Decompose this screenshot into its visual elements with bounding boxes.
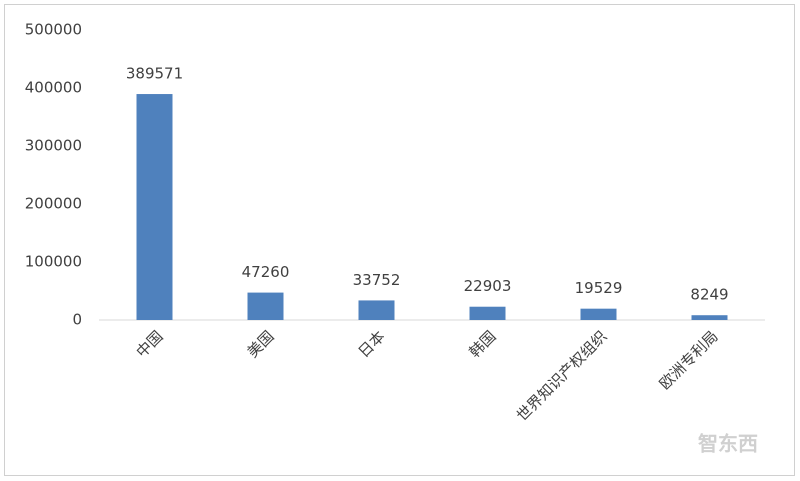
y-tick-label: 100000: [25, 253, 82, 271]
bar: [469, 306, 506, 320]
value-label: 47260: [242, 263, 290, 281]
y-tick-label: 300000: [25, 137, 82, 155]
value-label: 8249: [690, 286, 728, 304]
y-tick-label: 400000: [25, 79, 82, 97]
y-tick-label: 500000: [25, 21, 82, 39]
y-tick-label: 200000: [25, 195, 82, 213]
bar: [136, 94, 173, 320]
value-label: 33752: [353, 271, 401, 289]
watermark: 智东西: [698, 432, 758, 456]
chart-border: [4, 4, 795, 476]
value-label: 22903: [464, 277, 512, 295]
y-tick-label: 0: [72, 311, 82, 329]
bar: [358, 300, 395, 320]
bar: [247, 292, 284, 320]
value-label: 389571: [126, 65, 183, 83]
bar: [691, 315, 728, 320]
bar: [580, 308, 617, 320]
value-label: 19529: [575, 279, 623, 297]
